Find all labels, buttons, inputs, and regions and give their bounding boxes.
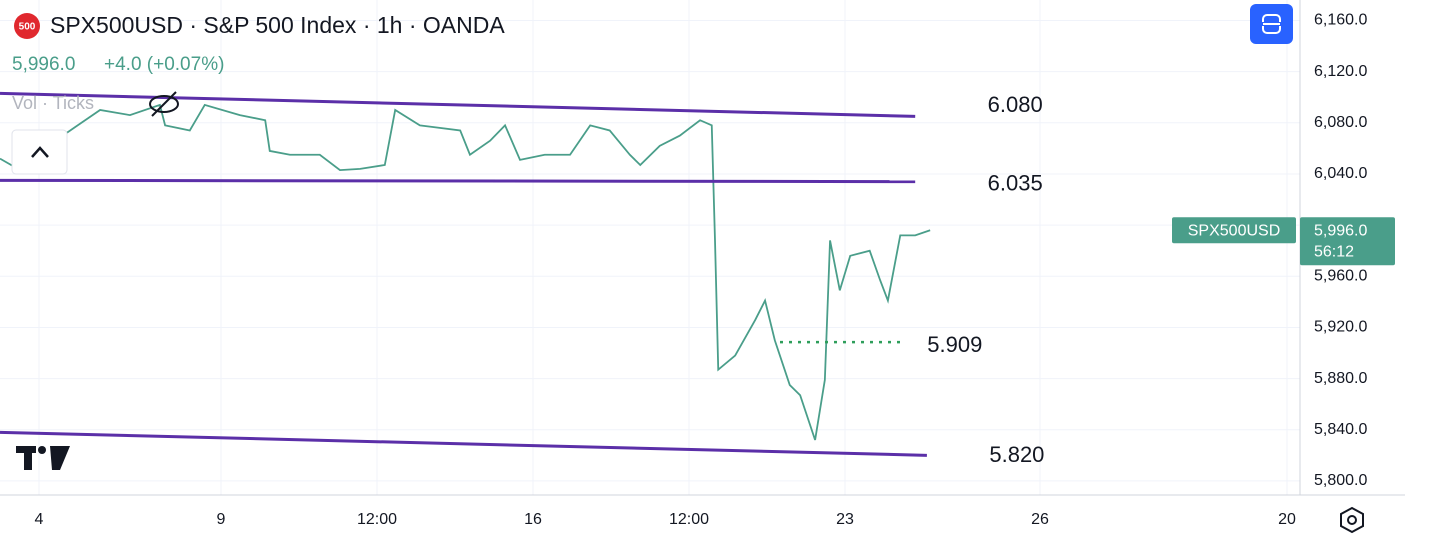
symbol-logo: [14, 13, 40, 39]
y-tick-label: 6,120.0: [1314, 63, 1367, 80]
trend-label: 5.909: [927, 332, 982, 357]
settings-icon[interactable]: [1340, 506, 1364, 534]
price-tag-countdown: 56:12: [1314, 243, 1354, 260]
change: +4.0 (+0.07%): [104, 54, 224, 75]
x-tick-label: 4: [35, 511, 44, 528]
x-tick-label: 26: [1031, 511, 1049, 528]
price-tag-value: 5,996.0: [1314, 222, 1367, 239]
indicator-label[interactable]: Vol · Ticks: [12, 93, 94, 113]
price-tag: [1300, 217, 1395, 266]
y-tick-label: 5,880.0: [1314, 370, 1367, 387]
symbol-title[interactable]: SPX500USD · S&P 500 Index · 1h · OANDA: [50, 12, 505, 38]
trend-line: [0, 91, 916, 118]
tradingview-logo: [16, 446, 70, 470]
trend-label: 5.820: [989, 442, 1044, 467]
x-tick-label: 16: [524, 511, 542, 528]
y-tick-label: 5,960.0: [1314, 267, 1367, 284]
trend-line: [0, 178, 916, 184]
trend-label: 6.035: [988, 170, 1043, 195]
grid: [0, 0, 1300, 495]
y-tick-label: 6,040.0: [1314, 165, 1367, 182]
collapse-button[interactable]: [11, 129, 68, 175]
x-tick-label: 12:00: [669, 511, 709, 528]
screenshot-button[interactable]: [1250, 4, 1293, 44]
trend-line: [0, 430, 927, 457]
y-tick-label: 6,080.0: [1314, 114, 1367, 131]
last-value: 5,996.0: [12, 54, 75, 75]
x-tick-label: 23: [836, 511, 854, 528]
symbol-tag: [1172, 217, 1296, 244]
y-tick-label: 5,800.0: [1314, 472, 1367, 489]
x-tick-label: 12:00: [357, 511, 397, 528]
y-tick-label: 5,920.0: [1314, 319, 1367, 336]
hide-icon[interactable]: [149, 91, 179, 117]
symbol-tag-text: SPX500USD: [1188, 222, 1281, 239]
x-tick-label: 9: [217, 511, 226, 528]
y-tick-label: 6,160.0: [1314, 12, 1367, 29]
x-tick-label: 20: [1278, 511, 1296, 528]
trend-label: 6.080: [988, 92, 1043, 117]
plot: 6.080 6.035 5.909 5.820: [0, 91, 1044, 467]
y-tick-label: 5,840.0: [1314, 421, 1367, 438]
logo-text: 500: [19, 22, 36, 33]
price-line: [0, 103, 931, 441]
